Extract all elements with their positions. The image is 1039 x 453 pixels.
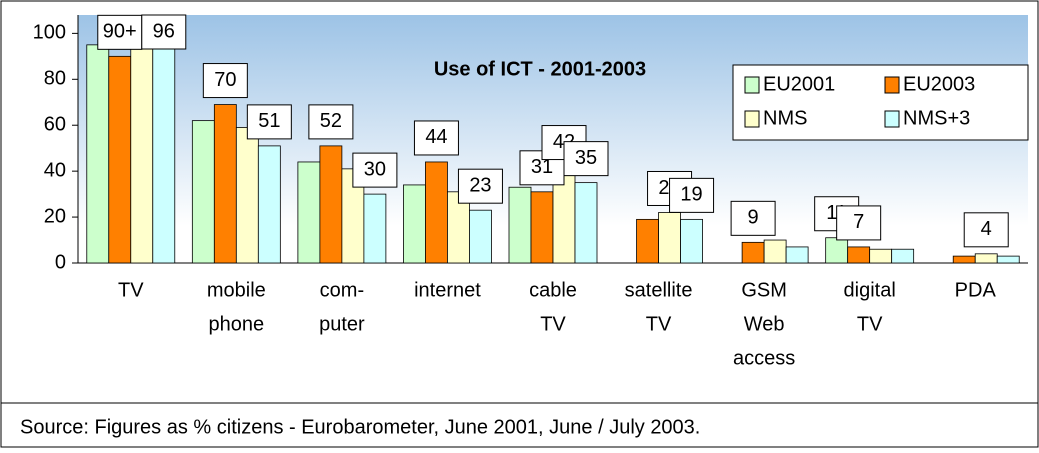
data-label: 96 [153,20,175,42]
y-tick-label: 80 [44,68,66,90]
data-label: 31 [531,156,553,178]
chart-title: Use of ICT - 2001-2003 [434,58,646,80]
data-label: 52 [320,110,342,132]
y-tick-label: 100 [33,22,66,44]
bar [825,237,849,264]
data-label: 30 [364,158,386,180]
x-tick-label: digital [844,279,896,301]
data-label-box [413,120,459,156]
bar [530,191,554,264]
bar [130,37,154,264]
data-label-box [836,205,882,241]
data-label: 7 [853,211,864,233]
data-label: 9 [748,207,759,229]
bar [152,42,176,264]
bar [741,241,765,264]
bar [974,253,998,264]
bar [763,239,787,264]
data-label-box [352,152,398,188]
data-label-box [246,104,292,140]
data-label: 70 [214,69,236,91]
bar [785,246,809,264]
bar [574,182,598,264]
y-tick-label: 40 [44,159,66,181]
bar [297,161,321,264]
data-label-box [202,63,248,99]
data-label-box [730,200,776,236]
x-tick-label: internet [414,279,481,301]
legend-label: NMS+3 [903,107,970,129]
y-tick-label: 60 [44,114,66,136]
data-label: 4 [981,218,992,240]
x-tick-label: TV [857,313,883,335]
x-tick-label: mobile [207,279,266,301]
data-label: 19 [680,184,702,206]
data-label: 44 [425,126,447,148]
x-tick-label: com- [320,279,364,301]
source-note: Source: Figures as % citizens - Eurobaro… [20,416,700,438]
bar [891,248,915,264]
bar [680,218,703,264]
data-label: 90+ [103,21,137,43]
data-label-box [457,168,503,204]
data-label-box [963,212,1009,248]
data-label: 23 [469,174,491,196]
x-tick-label: puter [319,313,365,335]
bar [403,184,426,264]
data-label-box [669,177,715,213]
y-tick-label: 20 [44,205,66,227]
y-tick-label: 0 [55,251,66,273]
x-tick-label: PDA [955,279,997,301]
x-tick-label: TV [540,313,566,335]
bar [257,145,281,264]
bar [363,193,387,264]
bar [869,248,893,264]
legend-box [732,64,1029,141]
bar [425,161,448,264]
data-label: 35 [575,147,597,169]
bar [508,186,532,264]
bar [319,145,343,264]
legend-label: NMS [763,107,807,129]
bar [847,246,871,264]
data-label: 51 [258,110,280,132]
bar [469,209,492,264]
legend-swatch [744,76,760,94]
bar [191,120,215,264]
legend-swatch [884,110,900,128]
data-label-box [141,14,187,50]
bar [996,255,1020,264]
data-label-box [308,104,354,140]
x-tick-label: access [733,347,795,369]
legend-label: EU2001 [763,73,835,95]
bar [952,255,976,264]
bar [235,127,259,264]
x-tick-label: phone [209,313,265,335]
x-tick-label: TV [646,313,672,335]
x-tick-label: TV [118,279,144,301]
x-tick-label: cable [529,279,577,301]
legend-swatch [744,110,760,128]
x-tick-label: Web [744,313,785,335]
legend-label: EU2003 [903,73,975,95]
bar [658,212,681,264]
data-label-box [563,141,609,177]
x-tick-label: GSM [741,279,787,301]
legend-swatch [884,76,900,94]
bar [636,218,659,264]
bar [108,55,132,264]
bar [213,104,237,264]
x-tick-label: satellite [625,279,693,301]
bar [86,44,110,264]
